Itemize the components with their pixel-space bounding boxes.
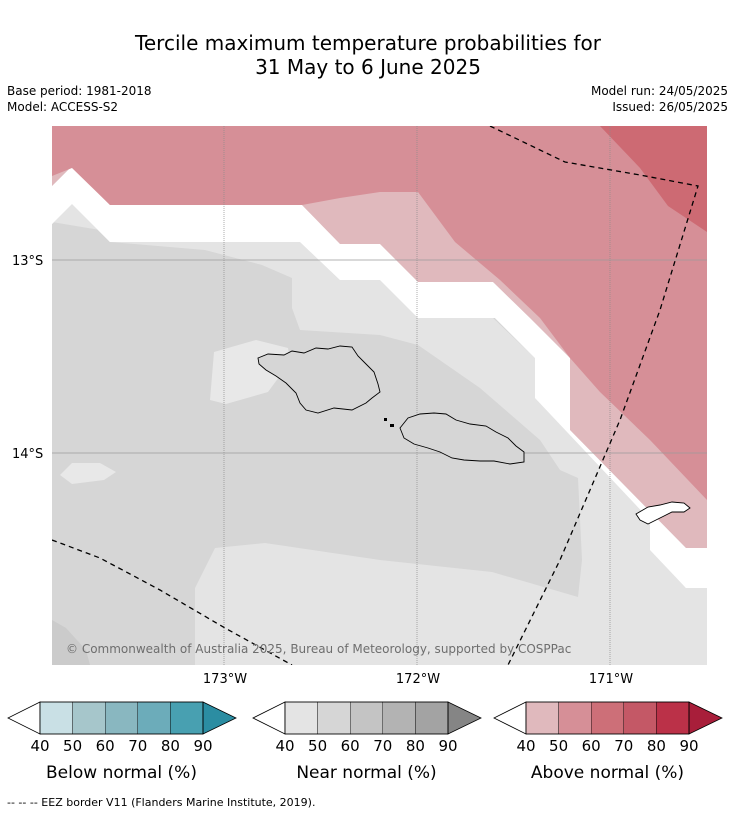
colorbars: 40 50 60 70 80 90 Below normal (%) 40 50 60 70 80 90…	[7, 701, 723, 783]
lat-label-13s: 13°S	[12, 254, 43, 269]
colorbar-below-segment	[137, 701, 171, 735]
colorbar-below: 40 50 60 70 80 90 Below normal (%)	[7, 701, 237, 783]
lon-label-171w: 171°W	[589, 672, 633, 687]
upolu-island	[399, 412, 525, 465]
colorbar-above-high-extend	[688, 701, 723, 735]
colorbar-above-tick-label: 60	[582, 737, 601, 755]
savaii-island	[257, 345, 381, 414]
colorbar-below-segment	[170, 701, 204, 735]
title-line-2: 31 May to 6 June 2025	[255, 55, 481, 79]
colorbar-below-tick-label: 40	[30, 737, 49, 755]
colorbar-above-tick-label: 80	[647, 737, 666, 755]
colorbar-above-segment	[525, 701, 559, 735]
colorbar-near-segment	[350, 701, 384, 735]
colorbar-near-title: Near normal (%)	[296, 763, 436, 783]
lat-gridlines	[52, 259, 707, 454]
colorbar-below-tick-label: 60	[96, 737, 115, 755]
lon-label-173w: 173°W	[203, 672, 247, 687]
colorbar-near-segment	[382, 701, 416, 735]
colorbar-below-outline	[39, 701, 204, 735]
above-normal-mid-region	[52, 126, 707, 500]
colorbar-near-tick-label: 90	[438, 737, 457, 755]
colorbar-above-tick-label: 90	[679, 737, 698, 755]
colorbar-below-tick-label: 70	[128, 737, 147, 755]
colorbar-above-outline	[525, 701, 690, 735]
eez-border	[52, 126, 699, 665]
colorbar-above-segment	[558, 701, 592, 735]
colorbar-above-low-extend	[493, 701, 527, 735]
colorbar-near-segment	[284, 701, 318, 735]
near-normal-dark-corner	[52, 620, 90, 665]
colorbar-near-tick-label: 50	[308, 737, 327, 755]
colorbar-near-segment	[317, 701, 351, 735]
apolima-islet	[390, 424, 394, 427]
tutuila-island	[635, 501, 691, 525]
lon-label-172w: 172°W	[396, 672, 440, 687]
colorbar-below-tick-label: 80	[161, 737, 180, 755]
colorbar-near-tick-label: 40	[275, 737, 294, 755]
manono-islet	[384, 418, 387, 421]
colorbar-near-tick-label: 70	[373, 737, 392, 755]
category-gap-band	[52, 166, 707, 588]
colorbar-above-segment	[591, 701, 625, 735]
colorbar-near-segment	[415, 701, 449, 735]
colorbar-below-tick-label: 50	[63, 737, 82, 755]
colorbar-below-title: Below normal (%)	[46, 763, 197, 783]
colorbar-above-segment	[623, 701, 657, 735]
lat-label-14s: 14°S	[12, 447, 43, 462]
colorbar-below-low-extend	[7, 701, 41, 735]
colorbar-below-high-extend	[202, 701, 237, 735]
colorbar-above-title: Above normal (%)	[531, 763, 684, 783]
eez-footnote: -- -- -- EEZ border V11 (Flanders Marine…	[7, 796, 316, 809]
above-normal-strong-region	[600, 126, 707, 232]
model-run-text: Model run: 24/05/2025	[590, 84, 728, 98]
model-text: Model: ACCESS-S2	[7, 100, 119, 114]
colorbar-above: 40 50 60 70 80 90 Above normal (%)	[493, 701, 723, 783]
colorbar-near-tick-label: 80	[406, 737, 425, 755]
near-normal-light-region-west	[52, 204, 578, 478]
colorbar-below-segment	[72, 701, 106, 735]
colorbar-below-segment	[104, 701, 138, 735]
colorbar-above-tick-label: 70	[614, 737, 633, 755]
colorbar-near-low-extend	[252, 701, 286, 735]
base-period-text: Base period: 1981-2018	[7, 84, 152, 98]
map-area: © Commonwealth of Australia 2025, Bureau…	[52, 126, 707, 665]
map-title: Tercile maximum temperature probabilitie…	[0, 31, 736, 79]
colorbar-above-tick-label: 50	[549, 737, 568, 755]
meta-right: Model run: 24/05/2025 Issued: 26/05/2025	[591, 83, 728, 115]
colorbar-near-high-extend	[447, 701, 482, 735]
colorbar-near-outline	[284, 701, 449, 735]
colorbar-below-tick-label: 90	[193, 737, 212, 755]
colorbar-above-segment	[656, 701, 690, 735]
title-line-1: Tercile maximum temperature probabilitie…	[135, 31, 601, 55]
copyright-text: © Commonwealth of Australia 2025, Bureau…	[66, 642, 571, 656]
colorbar-above-tick-label: 40	[516, 737, 535, 755]
issued-text: Issued: 26/05/2025	[612, 100, 728, 114]
colorbar-below-segment	[39, 701, 73, 735]
meta-left: Base period: 1981-2018 Model: ACCESS-S2	[7, 83, 152, 115]
colorbar-near-tick-label: 60	[341, 737, 360, 755]
near-normal-light-patch-southwest	[60, 463, 116, 484]
